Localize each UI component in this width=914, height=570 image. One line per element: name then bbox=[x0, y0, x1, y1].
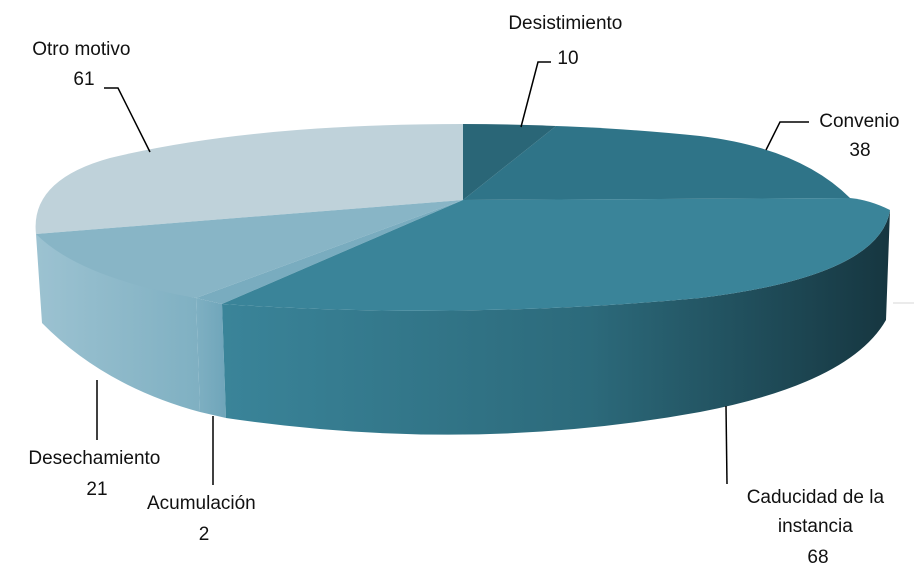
pie-side-walls bbox=[36, 210, 890, 435]
label-convenio-name: Convenio bbox=[819, 111, 899, 132]
label-caducidad-value: 68 bbox=[807, 547, 828, 568]
slice-otro-motivo bbox=[35, 124, 463, 234]
label-acumulacion-value: 2 bbox=[199, 524, 210, 545]
leader-lines bbox=[96, 61, 809, 485]
label-convenio: Convenio 38 bbox=[819, 111, 905, 161]
leader-caducidad bbox=[725, 405, 728, 485]
label-caducidad-name-2: instancia bbox=[778, 516, 853, 537]
label-desistimiento-name: Desistimiento bbox=[508, 13, 622, 34]
slice-desechamiento bbox=[36, 200, 463, 298]
pie-top bbox=[35, 124, 890, 311]
label-otro-motivo-name: Otro motivo bbox=[32, 39, 130, 60]
leader-otro-motivo bbox=[104, 87, 151, 153]
label-caducidad-name-1: Caducidad de la bbox=[747, 487, 885, 508]
leader-convenio bbox=[765, 121, 809, 151]
slice-caducidad bbox=[222, 198, 890, 311]
label-otro-motivo-value: 61 bbox=[73, 69, 94, 90]
slice-acumulacion bbox=[196, 200, 463, 304]
wall-acumulacion bbox=[196, 298, 226, 418]
label-desechamiento-value: 21 bbox=[86, 479, 107, 500]
label-desistimiento-value: 10 bbox=[557, 48, 578, 69]
label-caducidad: Caducidad de la instancia 68 bbox=[747, 487, 890, 568]
label-desechamiento-name: Desechamiento bbox=[28, 448, 160, 469]
wall-desechamiento bbox=[36, 234, 200, 412]
slice-desistimiento bbox=[463, 124, 556, 200]
label-convenio-value: 38 bbox=[849, 140, 870, 161]
label-acumulacion: Acumulación 2 bbox=[147, 493, 261, 545]
label-acumulacion-name: Acumulación bbox=[147, 493, 256, 514]
label-desistimiento: Desistimiento 10 bbox=[508, 13, 627, 69]
label-desechamiento: Desechamiento 21 bbox=[28, 448, 165, 500]
label-otro-motivo: Otro motivo 61 bbox=[32, 39, 135, 90]
data-labels: Desistimiento 10 Convenio 38 Caducidad d… bbox=[28, 13, 905, 568]
slice-convenio bbox=[463, 126, 850, 200]
wall-caducidad bbox=[222, 210, 890, 435]
leader-desistimiento bbox=[520, 61, 551, 128]
